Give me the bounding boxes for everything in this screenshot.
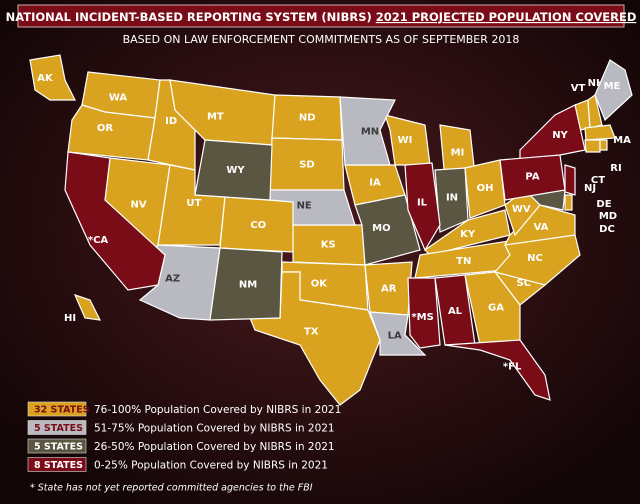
legend-count: 5 STATES bbox=[34, 442, 83, 453]
state bbox=[584, 124, 616, 141]
state-label: AZ bbox=[165, 273, 180, 284]
state-label: CO bbox=[250, 220, 266, 231]
state-label: ID bbox=[165, 116, 177, 127]
state-label: NH bbox=[588, 78, 605, 89]
state bbox=[564, 194, 573, 211]
state-label: NE bbox=[297, 200, 312, 211]
state-label: VT bbox=[571, 83, 586, 94]
legend-description: 26-50% Population Covered by NIBRS in 20… bbox=[94, 441, 335, 453]
state-label: IN bbox=[446, 193, 458, 204]
state-label: GA bbox=[488, 302, 504, 313]
state-label: LA bbox=[388, 330, 402, 341]
state-label: PA bbox=[525, 171, 539, 182]
legend-count: 32 STATES bbox=[34, 405, 90, 416]
state bbox=[404, 162, 441, 252]
state-label: SD bbox=[299, 160, 315, 171]
state-label: AL bbox=[448, 306, 463, 317]
legend-description: 76-100% Population Covered by NIBRS in 2… bbox=[94, 404, 341, 416]
state-label: MO bbox=[372, 223, 390, 234]
state-label: HI bbox=[64, 313, 76, 324]
state-label: VA bbox=[534, 222, 549, 233]
title-box bbox=[17, 4, 625, 28]
legend-swatch bbox=[27, 420, 87, 435]
state bbox=[73, 294, 102, 321]
state-label: KY bbox=[460, 229, 476, 240]
state-label: OH bbox=[477, 183, 494, 194]
state bbox=[464, 271, 521, 346]
state-label: NM bbox=[239, 280, 257, 291]
title-underlined: 2021 PROJECTED POPULATION COVERED bbox=[376, 10, 637, 24]
state bbox=[564, 164, 576, 196]
state bbox=[407, 277, 441, 349]
state bbox=[444, 339, 551, 401]
legend-swatch bbox=[27, 438, 87, 454]
state-label: NY bbox=[552, 130, 568, 141]
state-label: NC bbox=[527, 253, 543, 264]
state-label: UT bbox=[186, 198, 201, 209]
state-label: CT bbox=[591, 175, 605, 186]
state-label: WA bbox=[109, 92, 128, 103]
state bbox=[587, 93, 603, 129]
state-label: ND bbox=[299, 113, 316, 124]
state-label: AK bbox=[37, 73, 54, 84]
legend-swatch bbox=[27, 457, 87, 472]
state-label: DE bbox=[596, 199, 611, 210]
state-label: MI bbox=[451, 148, 465, 159]
state-label: NJ bbox=[584, 183, 596, 194]
legend-description: 0-25% Population Covered by NIBRS in 202… bbox=[94, 460, 328, 472]
district-label: DC bbox=[599, 224, 615, 235]
state-label: *FL bbox=[503, 361, 522, 372]
state-label: WI bbox=[398, 135, 413, 146]
subtitle: BASED ON LAW ENFORCEMENT COMMITMENTS AS … bbox=[123, 33, 520, 46]
state bbox=[194, 139, 273, 201]
state bbox=[369, 311, 427, 356]
title-plain: NATIONAL INCIDENT-BASED REPORTING SYSTEM… bbox=[6, 10, 376, 24]
state-label: NV bbox=[131, 200, 147, 211]
state-label: AR bbox=[381, 284, 397, 295]
state-label: ME bbox=[604, 81, 621, 92]
state bbox=[599, 139, 608, 151]
legend-count: 5 STATES bbox=[34, 423, 83, 434]
state-label: OR bbox=[97, 123, 114, 134]
legend-swatch bbox=[27, 401, 87, 417]
state-label: MD bbox=[599, 211, 617, 222]
state-label: MA bbox=[613, 135, 631, 146]
us-map: AK WA OR ID MT ND SD NV UT CO KS OK TX HI IA WI MI OH KY TN… bbox=[29, 54, 633, 406]
state-label: TN bbox=[456, 256, 471, 267]
footnote: * State has not yet reported committed a… bbox=[30, 483, 313, 494]
state bbox=[209, 247, 283, 321]
state bbox=[354, 194, 421, 266]
state-label: MN bbox=[361, 126, 379, 137]
state-label: IA bbox=[369, 178, 381, 189]
state bbox=[339, 96, 396, 166]
state bbox=[29, 54, 76, 101]
state bbox=[584, 139, 601, 153]
state-label: RI bbox=[610, 163, 621, 174]
state bbox=[64, 151, 166, 291]
state-label: MT bbox=[207, 112, 224, 123]
state bbox=[594, 59, 633, 122]
state-label: IL bbox=[417, 198, 428, 209]
state-label: KS bbox=[321, 239, 336, 250]
state-label: *CA bbox=[88, 235, 109, 246]
state-label: OK bbox=[311, 279, 329, 290]
legend-count: 8 STATES bbox=[34, 460, 83, 471]
state-label: SC bbox=[516, 278, 531, 289]
state-label: *MS bbox=[411, 312, 433, 323]
legend: 32 STATES 76-100% Population Covered by N… bbox=[27, 401, 341, 472]
legend-description: 51-75% Population Covered by NIBRS in 20… bbox=[94, 423, 335, 435]
state-label: WV bbox=[512, 204, 531, 215]
state-label: TX bbox=[304, 327, 319, 338]
state-label: WY bbox=[226, 165, 245, 176]
title: NATIONAL INCIDENT-BASED REPORTING SYSTEM… bbox=[6, 10, 637, 24]
